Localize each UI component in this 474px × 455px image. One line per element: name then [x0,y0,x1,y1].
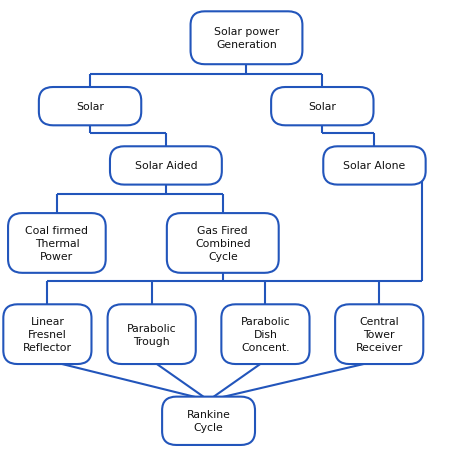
FancyBboxPatch shape [162,397,255,445]
FancyBboxPatch shape [271,88,374,126]
FancyBboxPatch shape [335,305,423,364]
Text: Gas Fired
Combined
Cycle: Gas Fired Combined Cycle [195,226,251,261]
Text: Parabolic
Trough: Parabolic Trough [127,323,176,346]
FancyBboxPatch shape [167,214,279,273]
Text: Coal firmed
Thermal
Power: Coal firmed Thermal Power [26,226,88,261]
FancyBboxPatch shape [39,88,141,126]
Text: Central
Tower
Receiver: Central Tower Receiver [356,317,403,352]
Text: Rankine
Cycle: Rankine Cycle [187,410,230,432]
Text: Solar Aided: Solar Aided [135,161,197,171]
FancyBboxPatch shape [3,305,91,364]
Text: Solar power
Generation: Solar power Generation [214,27,279,50]
Text: Linear
Fresnel
Reflector: Linear Fresnel Reflector [23,317,72,352]
Text: Solar: Solar [76,102,104,112]
Text: Parabolic
Dish
Concent.: Parabolic Dish Concent. [241,317,290,352]
FancyBboxPatch shape [221,305,310,364]
Text: Solar Alone: Solar Alone [343,161,406,171]
FancyBboxPatch shape [108,305,196,364]
FancyBboxPatch shape [8,214,106,273]
Text: Solar: Solar [309,102,336,112]
FancyBboxPatch shape [191,12,302,65]
FancyBboxPatch shape [110,147,222,185]
FancyBboxPatch shape [323,147,426,185]
